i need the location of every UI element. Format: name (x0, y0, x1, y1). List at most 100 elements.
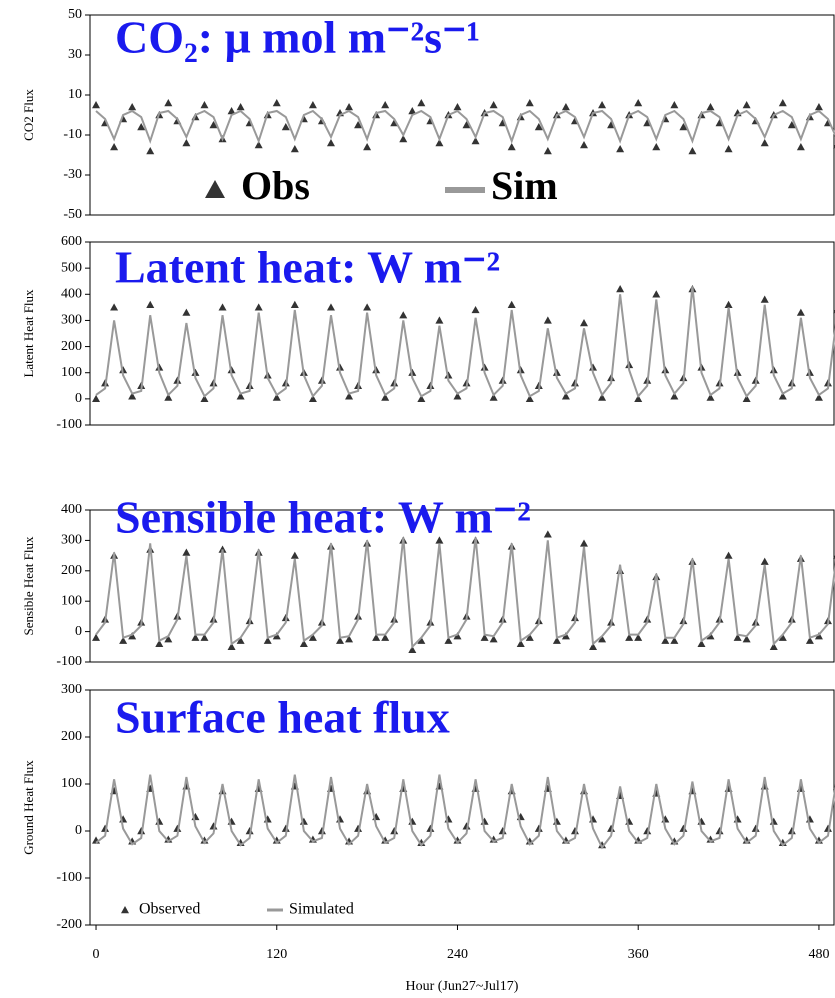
data-point (561, 103, 570, 111)
plot-frame (89, 14, 835, 216)
data-point (408, 107, 417, 115)
data-point (489, 101, 498, 109)
data-point (272, 393, 281, 401)
data-point (625, 633, 634, 641)
data-point (164, 393, 173, 401)
data-point (263, 636, 272, 644)
y-tick-label: 300 (61, 682, 82, 697)
data-point (435, 316, 444, 324)
y-tick-label: 200 (61, 563, 82, 578)
data-point (281, 123, 290, 131)
data-point (778, 99, 787, 107)
data-point (462, 121, 471, 129)
data-point (363, 143, 372, 151)
data-point (796, 143, 805, 151)
x-tick-label: 360 (628, 947, 649, 962)
data-point (345, 392, 354, 400)
data-point (471, 137, 480, 145)
data-point (652, 290, 661, 298)
y-tick-label: 100 (61, 365, 82, 380)
x-tick-label: 240 (447, 947, 468, 962)
y-tick-label: 300 (61, 313, 82, 328)
data-point (408, 645, 417, 654)
data-point (760, 295, 769, 303)
data-point (128, 392, 137, 400)
legend-label: Sim (491, 163, 558, 208)
data-point (471, 305, 480, 314)
data-point (742, 635, 751, 643)
data-point (670, 101, 679, 109)
data-point (345, 635, 354, 643)
data-point (634, 394, 643, 403)
y-tick-label: 0 (75, 624, 82, 639)
data-point (92, 394, 101, 403)
data-point (679, 123, 688, 131)
data-point (489, 393, 498, 401)
data-point (354, 121, 363, 129)
y-tick-label: 300 (61, 533, 82, 548)
data-point (110, 143, 119, 151)
data-point (164, 635, 173, 643)
data-point (715, 827, 724, 835)
y-tick-label: -30 (63, 167, 82, 182)
data-point (516, 639, 525, 647)
data-point (579, 539, 588, 547)
data-point (245, 827, 254, 835)
data-point (444, 636, 453, 644)
data-point (137, 827, 146, 835)
panel-title: Sensible heat: W m⁻² (115, 492, 531, 543)
data-point (796, 308, 805, 316)
x-tick-label: 0 (93, 947, 100, 962)
data-point (110, 303, 119, 311)
y-tick-label: 400 (61, 287, 82, 302)
data-point (634, 99, 643, 107)
data-point (670, 636, 679, 644)
data-point (733, 633, 742, 641)
data-point (543, 316, 552, 324)
data-point (417, 99, 426, 107)
data-point (345, 103, 354, 111)
data-point (417, 636, 426, 644)
legend-marker (121, 906, 129, 914)
data-point (317, 827, 326, 835)
data-point (525, 394, 534, 403)
data-point (453, 632, 462, 640)
y-tick-label: -100 (56, 870, 82, 885)
y-tick-label: 400 (61, 502, 82, 517)
data-point (326, 139, 335, 147)
data-point (598, 635, 607, 643)
data-point (381, 633, 390, 641)
data-point (453, 103, 462, 111)
data-point (525, 99, 534, 107)
plot-frame (89, 689, 835, 926)
data-point (769, 642, 778, 650)
y-axis-label: Ground Heat Flux (21, 760, 36, 855)
data-point (236, 636, 245, 644)
data-point (92, 101, 101, 109)
data-point (724, 300, 733, 308)
data-point (137, 123, 146, 131)
data-point (489, 635, 498, 643)
legend-label: Observed (139, 901, 200, 918)
y-axis-label: Sensible Heat Flux (21, 536, 36, 635)
data-point (814, 103, 823, 111)
data-point (561, 632, 570, 640)
data-point (823, 824, 832, 832)
data-point (616, 285, 625, 293)
data-point (227, 107, 236, 115)
data-point (507, 300, 516, 308)
data-point (272, 632, 281, 640)
data-point (552, 636, 561, 644)
y-tick-label: -50 (63, 207, 82, 222)
data-point (525, 633, 534, 641)
data-point (227, 642, 236, 650)
data-point (101, 824, 110, 832)
x-tick-label: 120 (266, 947, 287, 962)
data-point (182, 548, 191, 556)
data-point (182, 308, 191, 316)
data-point (706, 393, 715, 401)
data-point (173, 824, 182, 832)
data-point (805, 636, 814, 644)
